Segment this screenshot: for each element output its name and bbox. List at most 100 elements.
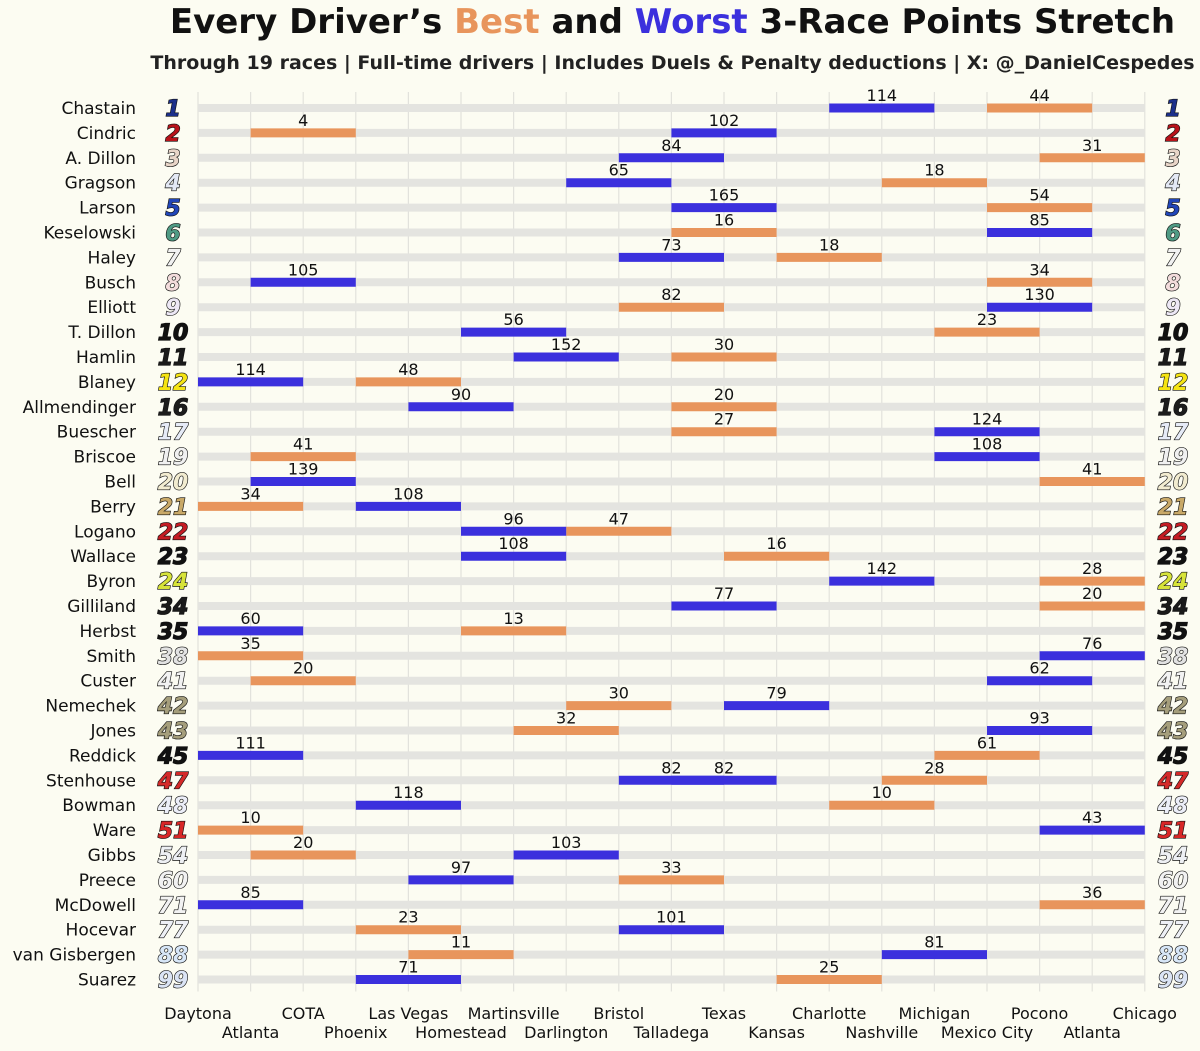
worst-points-label: 101 (656, 908, 687, 927)
driver-name: Wallace (70, 547, 136, 567)
best-points-label: 33 (661, 858, 681, 877)
best-points-label: 20 (714, 385, 734, 404)
car-number-right: 21 (1158, 495, 1189, 520)
driver-name: Bell (104, 473, 136, 493)
x-tick-label: Bristol (593, 1004, 644, 1023)
worst-points-label: 82 (661, 758, 681, 777)
worst-points-label: 152 (551, 335, 582, 354)
car-number-left: 16 (158, 396, 189, 421)
worst-points-label: 102 (709, 111, 740, 130)
car-number-right: 35 (1158, 620, 1189, 645)
car-number-right: 3 (1165, 147, 1180, 172)
driver-name: Hamlin (76, 348, 136, 368)
car-number-left: 77 (158, 919, 189, 944)
car-number-right: 20 (1158, 471, 1189, 496)
driver-name: Herbst (79, 622, 136, 642)
car-number-right: 22 (1158, 520, 1189, 545)
best-points-label: 23 (398, 908, 418, 927)
title-worst-word: Worst (634, 2, 748, 42)
worst-points-label: 139 (288, 460, 319, 479)
best-points-label: 20 (1082, 584, 1102, 603)
car-number-left: 54 (158, 844, 189, 869)
worst-points-label: 97 (451, 858, 471, 877)
car-number-right: 6 (1165, 222, 1180, 247)
worst-points-label: 142 (867, 559, 898, 578)
best-points-label: 30 (609, 684, 629, 703)
best-points-label: 82 (661, 285, 681, 304)
worst-points-label: 93 (1029, 709, 1049, 728)
car-number-right: 9 (1165, 296, 1180, 321)
driver-name: Nemechek (45, 697, 136, 717)
title-part: and (539, 2, 635, 42)
car-number-left: 7 (165, 246, 181, 271)
car-number-left: 22 (158, 520, 189, 545)
car-number-right: 45 (1157, 744, 1189, 769)
car-number-right: 1 (1165, 97, 1180, 122)
chart-title: Every Driver’s Best and Worst 3-Race Poi… (0, 2, 1200, 42)
driver-name: Smith (86, 647, 136, 667)
best-points-label: 10 (872, 783, 892, 802)
driver-name: Berry (90, 497, 136, 517)
driver-name: Keselowski (43, 224, 136, 244)
driver-name: Hocevar (66, 921, 136, 941)
worst-points-label: 114 (235, 360, 266, 379)
best-points-label: 31 (1082, 136, 1102, 155)
best-points-label: 25 (819, 958, 839, 977)
car-number-right: 17 (1158, 421, 1189, 446)
x-tick-label: Nashville (845, 1023, 918, 1042)
worst-points-label: 165 (709, 186, 740, 205)
title-part: Every Driver’s (169, 2, 455, 42)
driver-name: Ware (93, 821, 136, 841)
worst-points-label: 108 (393, 484, 424, 503)
driver-name: Chastain (62, 99, 137, 119)
x-tick-label: Michigan (899, 1004, 971, 1023)
car-number-left: 48 (157, 794, 189, 819)
car-number-left: 5 (165, 197, 180, 222)
driver-name: Blaney (78, 373, 136, 393)
driver-name: Briscoe (74, 448, 136, 468)
car-number-left: 17 (158, 421, 189, 446)
car-number-left: 8 (165, 271, 180, 296)
car-number-left: 23 (158, 545, 189, 570)
car-number-left: 60 (158, 869, 189, 894)
car-number-left: 21 (158, 495, 189, 520)
x-tick-label: Atlanta (222, 1023, 279, 1042)
car-number-left: 71 (158, 894, 189, 919)
x-tick-label: Las Vegas (368, 1004, 448, 1023)
driver-name: Gilliland (67, 597, 136, 617)
car-number-right: 42 (1157, 695, 1189, 720)
best-points-label: 27 (714, 410, 734, 429)
car-number-right: 88 (1158, 944, 1189, 969)
car-number-right: 71 (1158, 894, 1189, 919)
x-tick-label: Talladega (633, 1023, 710, 1042)
car-number-right: 10 (1158, 321, 1189, 346)
car-number-right: 48 (1157, 794, 1189, 819)
car-number-left: 42 (157, 695, 189, 720)
car-number-right: 34 (1158, 595, 1189, 620)
driver-name: Gragson (65, 174, 136, 194)
best-points-label: 11 (451, 933, 471, 952)
x-tick-label: Pocono (1011, 1004, 1068, 1023)
best-points-label: 48 (398, 360, 418, 379)
worst-points-label: 85 (1029, 211, 1049, 230)
car-number-left: 11 (158, 346, 189, 371)
car-number-left: 12 (158, 371, 189, 396)
x-tick-label: Homestead (415, 1023, 507, 1042)
driver-name: Reddick (69, 746, 136, 766)
car-number-right: 5 (1165, 197, 1180, 222)
worst-points-label: 103 (551, 833, 582, 852)
driver-name: Gibbs (88, 846, 136, 866)
worst-points-label: 62 (1029, 659, 1049, 678)
worst-points-label: 111 (235, 733, 266, 752)
car-number-left: 41 (157, 670, 189, 695)
chart-subtitle: Through 19 races | Full-time drivers | I… (150, 52, 1195, 74)
driver-name: Logano (74, 522, 136, 542)
car-number-right: 43 (1157, 720, 1189, 745)
best-points-label: 28 (1082, 559, 1102, 578)
title-best-word: Best (454, 2, 540, 42)
car-number-left: 35 (158, 620, 189, 645)
car-number-right: 24 (1158, 570, 1189, 595)
driver-name: Buescher (57, 423, 136, 443)
car-number-left: 10 (158, 321, 189, 346)
worst-points-label: 124 (972, 410, 1003, 429)
